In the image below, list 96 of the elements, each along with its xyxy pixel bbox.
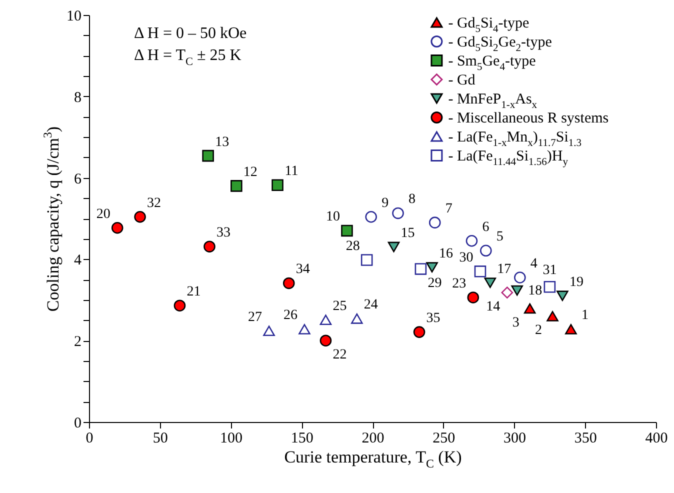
point (230, 180, 242, 192)
point (263, 326, 275, 336)
point (388, 242, 400, 252)
y-tick-label: 10 (66, 8, 82, 24)
point (556, 290, 568, 302)
point (544, 280, 556, 293)
annotation: 30 (459, 250, 474, 266)
legend-label: - MnFeP$_{1-x}$As$_{x}$ (448, 92, 538, 111)
point (565, 324, 577, 334)
x-tick-label: 300 (504, 430, 526, 446)
annotation: 18 (528, 284, 542, 299)
point (111, 222, 124, 234)
point (320, 334, 332, 346)
point (501, 286, 514, 298)
point (282, 277, 295, 290)
point (202, 150, 214, 162)
x-tick-label: 400 (645, 430, 668, 446)
legend-label: - Gd (448, 72, 476, 88)
point (320, 314, 332, 326)
point (474, 266, 486, 278)
annotation: 20 (96, 206, 110, 222)
point (360, 254, 373, 266)
annotation: 31 (542, 262, 557, 278)
point (514, 272, 526, 284)
point (341, 224, 353, 237)
annotation: 10 (326, 210, 340, 225)
legend-label: - La(Fe$_{11.44}$Si$_{1.56}$)H$_{y}$ (448, 148, 569, 168)
point (467, 292, 480, 304)
annotation: 14 (486, 300, 500, 315)
point (134, 210, 146, 223)
x-tick-label: 200 (362, 430, 384, 446)
point (351, 313, 363, 324)
annotation: 11 (284, 164, 298, 180)
point (428, 216, 441, 228)
annotation: 21 (186, 284, 201, 300)
point (365, 210, 377, 223)
x-tick-label: 150 (290, 430, 314, 446)
annotation: Δ H = T$_{C}$ ± 25 K (134, 47, 242, 68)
legend-label: - Miscellaneous R systems (448, 110, 609, 126)
y-tick-label: 0 (74, 416, 82, 432)
annotation: 6 (482, 220, 490, 235)
point (466, 235, 478, 247)
annotation: 2 (535, 323, 542, 338)
annotation: 9 (382, 196, 389, 211)
annotation: 8 (408, 192, 416, 208)
point (426, 262, 438, 273)
x-tick-label: 350 (574, 430, 597, 446)
x-tick-label: 50 (152, 430, 168, 446)
annotation: 19 (569, 274, 584, 290)
y-tick-label: 4 (74, 252, 82, 269)
annotation: Δ H = 0 – 50 kOe (134, 25, 247, 42)
point (480, 244, 492, 257)
point (546, 310, 558, 322)
legend-label: - Sm$_{5}$Ge$_{4}$-type (448, 54, 536, 73)
annotation: 33 (216, 226, 230, 241)
annotation: 3 (512, 315, 520, 330)
y-tick-label: 6 (74, 171, 82, 188)
annotation: 27 (248, 310, 262, 325)
annotation: 24 (364, 298, 378, 313)
point (272, 179, 284, 192)
annotation: 26 (283, 308, 298, 324)
annotation: 4 (530, 256, 538, 272)
legend-label: - Gd$_{5}$Si$_{2}$Ge$_{2}$-type (448, 34, 552, 54)
point (414, 263, 427, 275)
annotation: 35 (426, 311, 440, 326)
annotation: 22 (332, 348, 347, 363)
annotation: 23 (452, 276, 466, 292)
legend-label: - La(Fe$_{1-x}$Mn$_{x}$)$_{11.7}$Si$_{1.3}$ (448, 130, 582, 149)
point (392, 207, 404, 220)
y-tick-label: 8 (74, 90, 82, 106)
annotation: 1 (581, 308, 588, 324)
annotation: 5 (496, 230, 504, 245)
annotation: 32 (147, 196, 162, 211)
point (484, 278, 496, 288)
annotation: 34 (296, 262, 310, 278)
point (204, 240, 216, 252)
x-tick-label: 100 (220, 430, 242, 446)
point (524, 303, 536, 314)
annotation: 29 (428, 276, 442, 291)
y-tick-label: 2 (74, 334, 82, 350)
annotation: 28 (346, 239, 360, 254)
x-tick-label: 250 (432, 430, 456, 446)
annotation: 25 (332, 298, 347, 314)
annotation: 12 (243, 164, 258, 180)
point (511, 285, 523, 296)
annotation: 15 (400, 226, 415, 241)
legend-label: - Gd$_{5}$Si$_{4}$-type (448, 16, 530, 35)
annotation: 7 (445, 202, 452, 217)
x-axis-title: Curie temperature, T$_{C}$ (K) (284, 448, 462, 471)
point (413, 326, 426, 338)
annotation: 13 (215, 134, 230, 150)
annotation: 16 (439, 246, 454, 262)
annotation: 17 (497, 262, 512, 277)
point (298, 324, 310, 334)
x-tick-label: 0 (86, 430, 94, 446)
point (174, 300, 186, 312)
